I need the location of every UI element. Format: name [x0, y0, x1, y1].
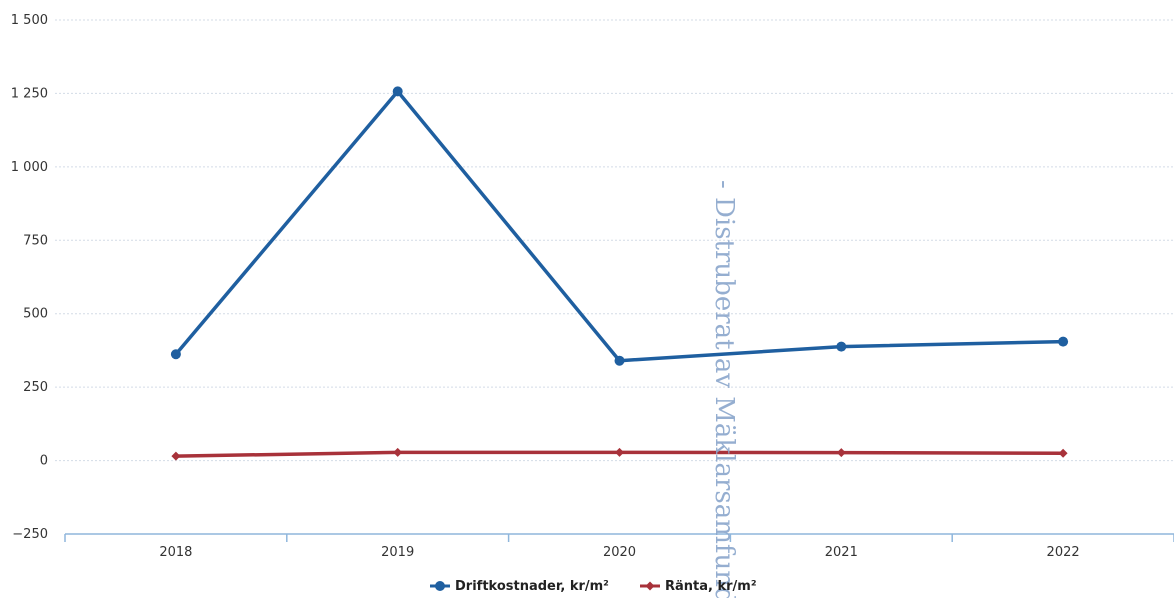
- y-tick-label: −250: [12, 527, 48, 542]
- y-tick-label: 1 000: [11, 160, 48, 175]
- data-point: [170, 349, 181, 360]
- legend-marker: [435, 581, 445, 591]
- data-point: [393, 447, 403, 457]
- x-axis: 2018 2019 2020 2021 2022: [64, 533, 1174, 560]
- gridlines: [55, 19, 1174, 462]
- y-tick-label: 500: [23, 307, 48, 322]
- watermark-text: - Distruberat av Mäklarsamfund: [709, 180, 739, 598]
- data-point: [1058, 448, 1068, 458]
- x-tick-label: 2021: [825, 545, 858, 560]
- y-axis: −250 0 250 500 750 1 000 1 250 1 500: [11, 13, 48, 542]
- legend: Driftkostnader, kr/m² Ränta, kr/m²: [430, 579, 757, 594]
- series-layer: [170, 86, 1069, 461]
- y-tick-label: 0: [40, 454, 48, 469]
- legend-marker: [645, 581, 655, 591]
- x-tick-label: 2022: [1047, 545, 1080, 560]
- y-tick-label: 250: [23, 380, 48, 395]
- data-point: [836, 448, 846, 458]
- data-point: [392, 86, 403, 97]
- data-point: [614, 355, 625, 366]
- series-line-0: [174, 89, 1065, 363]
- y-tick-label: 1 500: [11, 13, 48, 28]
- data-point: [171, 451, 181, 461]
- legend-label-0: Driftkostnader, kr/m²: [455, 579, 609, 594]
- data-point: [1058, 336, 1069, 347]
- y-tick-label: 1 250: [11, 86, 48, 101]
- legend-label-1: Ränta, kr/m²: [665, 579, 757, 594]
- y-tick-label: 750: [23, 233, 48, 248]
- data-point: [836, 341, 847, 352]
- data-point: [615, 447, 624, 457]
- x-tick-label: 2019: [381, 545, 414, 560]
- x-tick-label: 2020: [603, 545, 636, 560]
- x-tick-label: 2018: [159, 545, 192, 560]
